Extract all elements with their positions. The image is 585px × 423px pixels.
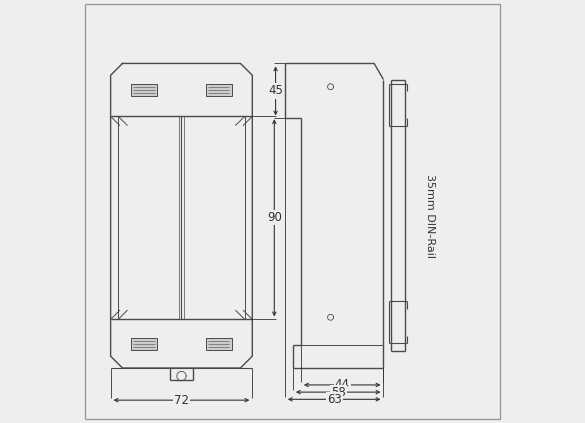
Bar [131,84,157,96]
Text: 35mm DIN-Rail: 35mm DIN-Rail [425,174,435,258]
Text: 63: 63 [327,393,342,406]
Text: 45: 45 [268,85,283,97]
Text: 44: 44 [335,379,350,391]
Bar [206,338,232,349]
Text: 72: 72 [174,394,189,407]
Text: 58: 58 [331,386,346,398]
Bar [206,84,232,96]
Text: 90: 90 [267,212,282,224]
Bar [131,338,157,349]
